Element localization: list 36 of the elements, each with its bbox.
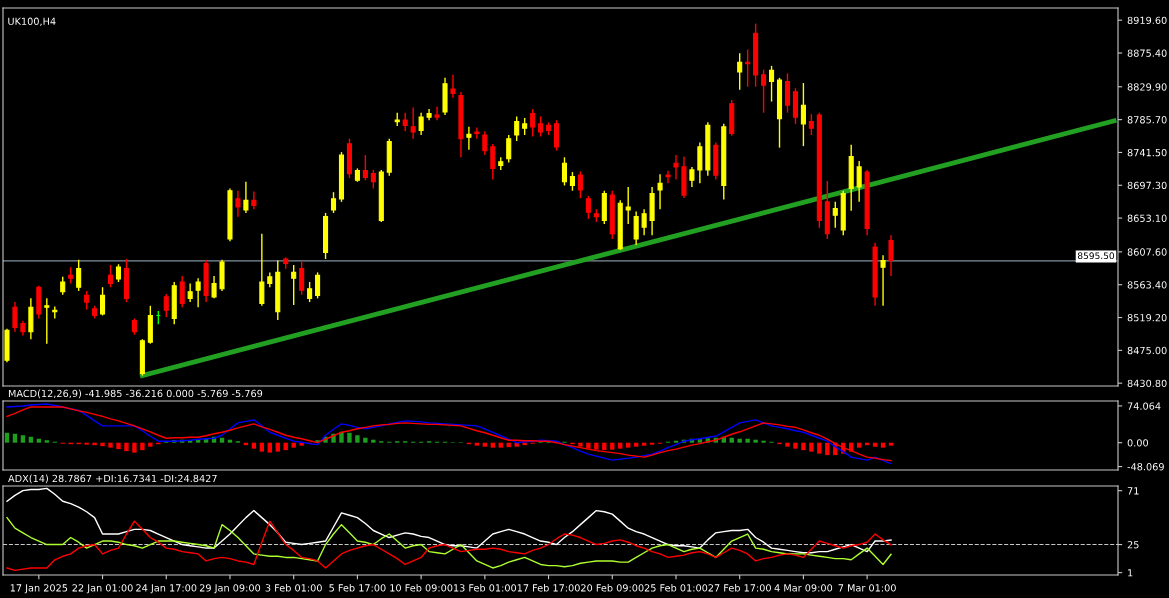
y-tick-label: 8475.00: [1127, 346, 1167, 355]
x-tick-label: 22 Jan 01:00: [72, 584, 133, 594]
y-tick-label: -48.069: [1127, 463, 1164, 471]
x-tick-label: 24 Jan 17:00: [136, 584, 197, 594]
x-tick-label: 4 Mar 09:00: [774, 584, 833, 592]
y-tick-label: 8697.30: [1127, 181, 1167, 190]
chart-title: ADX(14) 28.7867 +DI:16.7341 -DI:24.8427: [8, 474, 217, 484]
x-tick-label: 25 Feb 01:00: [644, 584, 708, 592]
x-tick-label: 3 Feb 01:00: [265, 584, 322, 592]
x-tick-label: 27 Feb 17:00: [708, 584, 771, 592]
y-tick-label: 8653.10: [1127, 214, 1167, 222]
x-tick-label: 10 Feb 09:00: [390, 584, 453, 592]
x-tick-label: 5 Feb 17:00: [329, 584, 386, 592]
y-tick-label: 0.00: [1127, 439, 1149, 447]
ref-line-label: 8595.50: [1077, 252, 1115, 260]
y-tick-label: 8430.80: [1127, 379, 1167, 388]
y-tick-label: 8607.60: [1127, 248, 1167, 256]
y-tick-label: 1: [1128, 569, 1133, 577]
y-tick-label: 8563.40: [1127, 281, 1167, 289]
chart-title: MACD(12,26,9) -41.985 -36.216 0.000 -5.769 -5.769: [8, 389, 263, 399]
x-tick-label: 17 Feb 17:00: [517, 584, 580, 592]
y-tick-label: 8741.50: [1127, 148, 1167, 157]
y-tick-label: 8785.70: [1127, 116, 1167, 124]
y-tick-label: 8875.40: [1127, 49, 1167, 57]
text: UK100,H4: [8, 17, 56, 26]
y-tick-label: 71: [1127, 487, 1139, 495]
y-tick-label: 8919.60: [1127, 16, 1167, 25]
x-tick-label: 29 Jan 09:00: [199, 584, 261, 594]
x-tick-label: 7 Mar 01:00: [838, 584, 896, 592]
y-tick-label: 25: [1127, 541, 1139, 549]
y-tick-label: 8829.90: [1127, 83, 1167, 91]
x-tick-label: 13 Feb 01:00: [454, 584, 517, 592]
x-tick-label: 20 Feb 09:00: [581, 584, 644, 592]
y-tick-label: 74.064: [1127, 402, 1161, 410]
x-tick-label: 17 Jan 2025: [10, 584, 68, 594]
y-tick-label: 8519.20: [1127, 314, 1167, 322]
